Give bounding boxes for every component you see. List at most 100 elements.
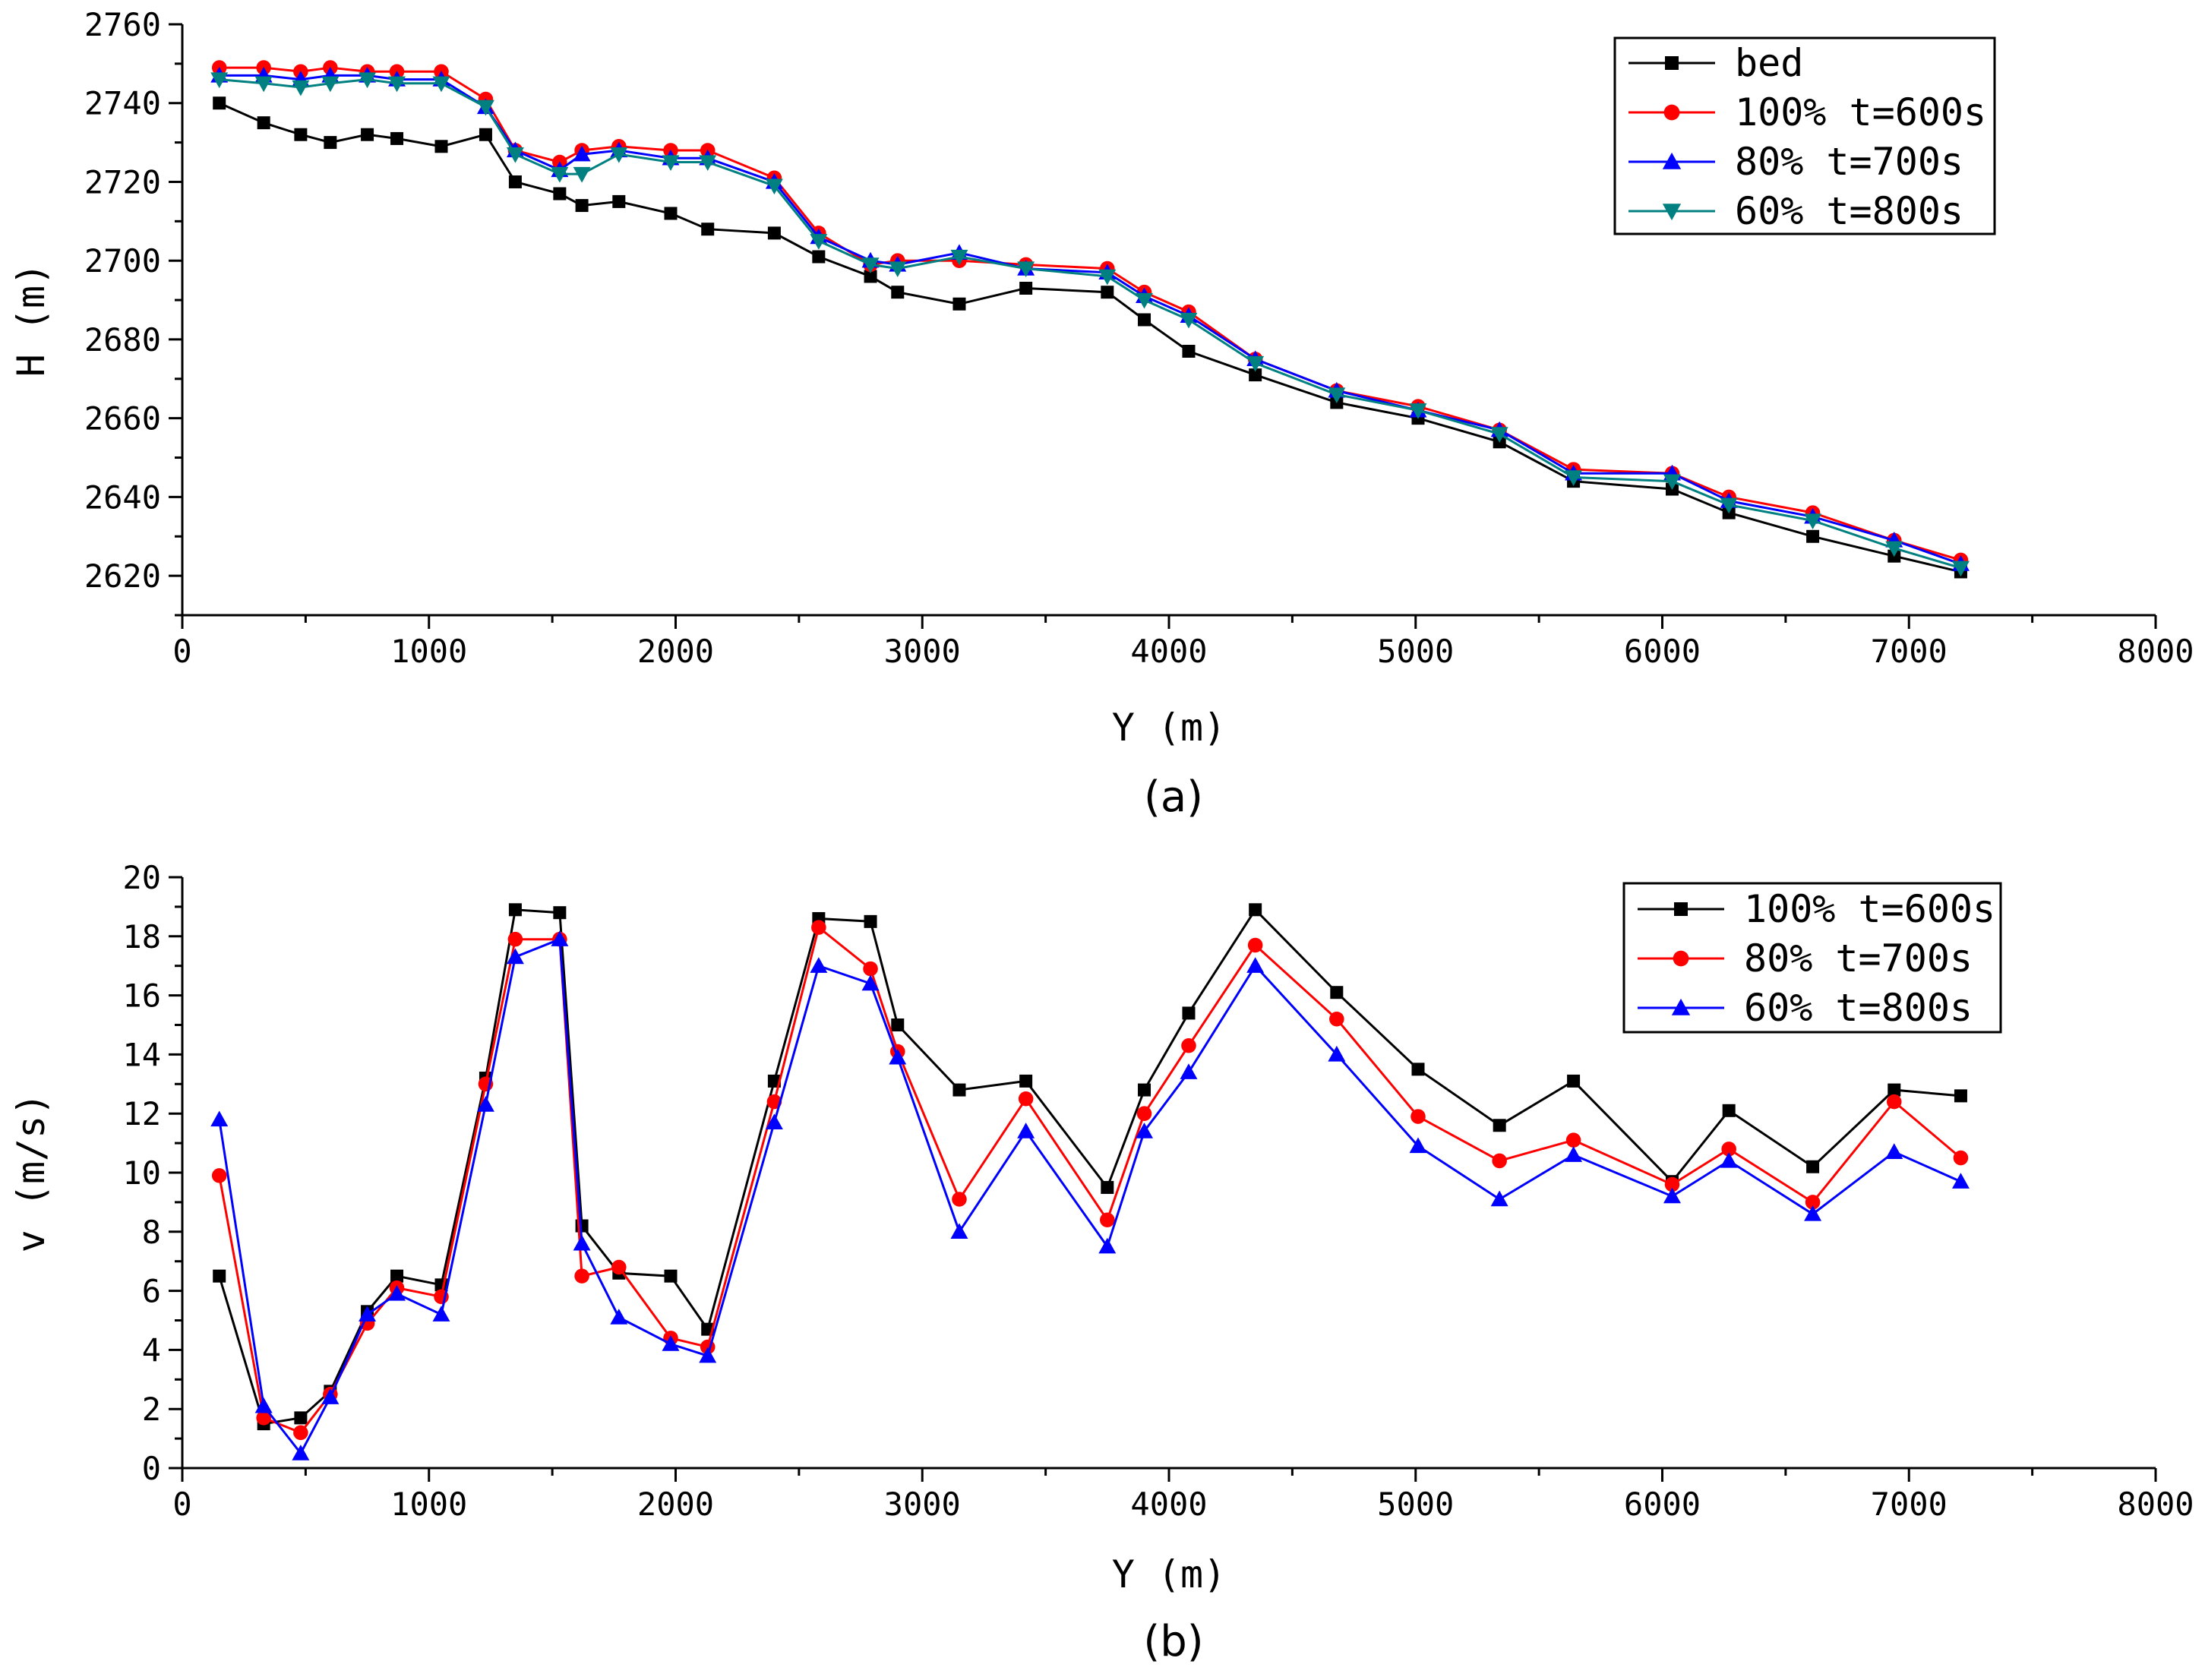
panel-label-a: (a) [1144,772,1203,822]
data-point [575,199,589,213]
data-point [1664,1176,1680,1192]
data-point [1493,1119,1506,1132]
data-point [507,931,523,947]
data-point [1411,1063,1425,1076]
y-axis-title: v (m/s) [9,1093,53,1253]
data-point [476,1096,494,1112]
data-point [388,76,406,93]
data-point [699,1347,717,1363]
data-point [811,920,826,935]
data-point [321,76,340,93]
data-point [610,147,628,163]
data-point [551,166,569,183]
legend-marker [1662,152,1682,169]
data-point [210,1110,229,1127]
x-tick-label: 6000 [1624,633,1701,670]
legend-label: 100% t=600s [1744,887,1995,931]
data-point [256,1410,271,1426]
x-tick-label: 4000 [1130,633,1207,670]
y-tick-label: 2720 [84,163,161,201]
data-point [664,1269,678,1283]
data-point [1328,1045,1346,1062]
x-tick-label: 6000 [1624,1486,1701,1523]
data-point [321,1388,340,1404]
data-point [664,207,678,220]
data-point [1019,1074,1033,1088]
data-point [1330,986,1344,999]
data-point [812,250,826,264]
data-point [1329,1011,1344,1027]
data-point [1180,312,1198,329]
data-point [293,1425,308,1441]
chart-b-velocity-profile: 0 1000 2000 3000 4000 5000 6000 7000 8000 0 2 4 6 8 10… [9,859,2194,1596]
data-point [432,76,450,93]
data-point [1249,368,1262,382]
data-point [1951,561,1970,577]
data-point [1017,1123,1035,1138]
y-tick-label: 10 [122,1154,161,1192]
data-point [506,147,524,163]
data-point [1954,1089,1967,1103]
data-point [1490,427,1508,443]
data-point [952,297,966,311]
data-point [1181,1037,1196,1053]
data-point [551,930,569,946]
data-point [359,1306,377,1322]
data-point [254,76,273,93]
data-point [1136,1106,1152,1121]
data-point [1663,1187,1681,1204]
chart-a-h-profile: 0 1000 2000 3000 4000 5000 6000 7000 8000 2620 264… [9,6,2194,750]
data-point [361,128,374,141]
legend-marker [1673,950,1689,967]
data-point [573,145,591,162]
data-point [864,270,877,283]
data-point [1885,541,1903,557]
legend-marker [1674,902,1688,916]
data-point [1722,1104,1736,1117]
y-tick-label: 2 [142,1391,161,1428]
y-tick-label: 2620 [84,557,161,595]
y-axis-title: H (m) [9,263,53,377]
x-tick-label: 4000 [1130,1486,1207,1523]
data-point [434,140,448,153]
data-point [479,128,492,141]
data-point [1136,1123,1153,1138]
y-tick-label: 2660 [84,400,161,437]
data-point [1182,1006,1196,1020]
x-tick-label: 7000 [1871,1486,1948,1523]
data-point [1247,937,1263,953]
y-tick-label: 6 [142,1273,161,1310]
legend-label: 60% t=800s [1744,986,1973,1030]
legend-marker [1662,204,1682,221]
legend-marker [1665,56,1679,70]
data-point [292,1445,310,1461]
data-point [1409,403,1427,419]
data-point [1805,1195,1821,1210]
data-point [1888,1083,1901,1097]
y-tick-label: 2640 [84,478,161,516]
data-point [390,1269,404,1283]
data-point [1720,1151,1738,1168]
y-tick-label: 16 [122,977,161,1015]
data-point [1246,355,1265,372]
data-point [1101,1180,1114,1194]
legend-label: bed [1735,41,1803,85]
y-tick-label: 18 [122,918,161,955]
x-tick-label: 7000 [1871,633,1948,670]
data-point [861,974,880,991]
data-point [573,166,591,183]
data-point [1567,1074,1581,1088]
data-point [553,906,567,920]
data-point [1249,903,1262,917]
data-point [508,903,522,917]
data-point [1019,282,1033,295]
data-point [506,948,524,965]
data-point [508,175,522,188]
data-point [294,128,308,141]
data-point [950,1223,968,1239]
data-point [1886,1094,1902,1110]
data-point [950,249,968,266]
y-tick-label: 2680 [84,321,161,358]
legend: bed 100% t=600s 80% t=700s 60% t=800s [1613,36,1996,235]
